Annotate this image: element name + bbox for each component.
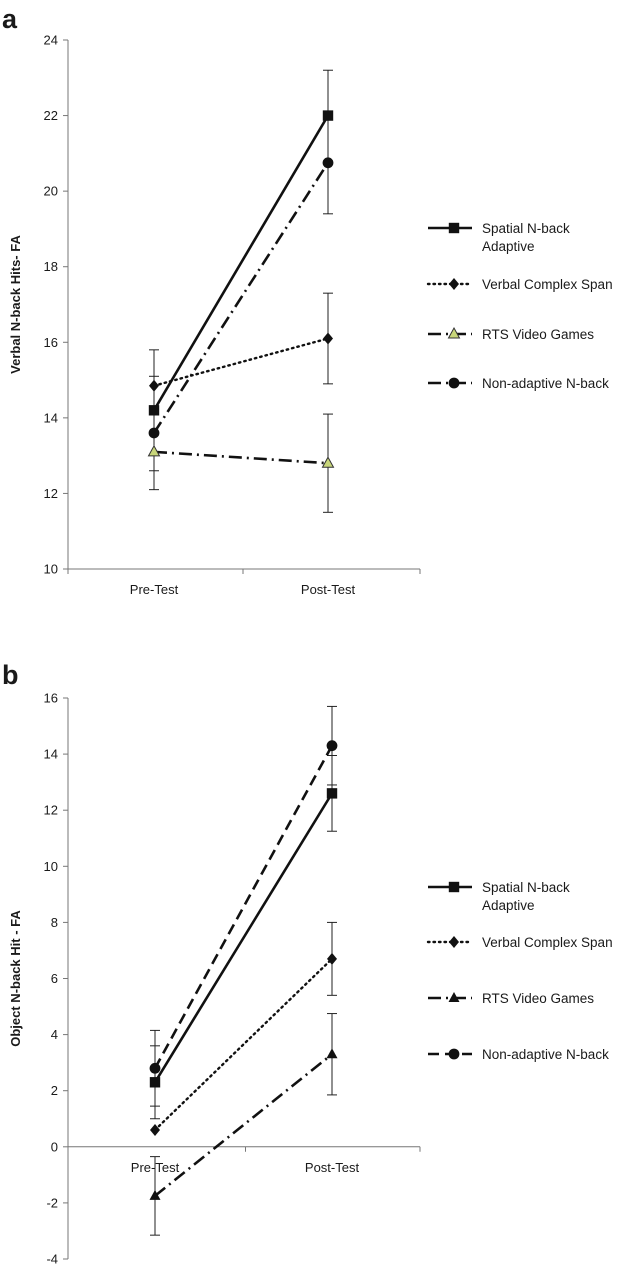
legend-marker — [447, 326, 461, 339]
data-point-marker — [149, 1077, 161, 1088]
legend-marker — [449, 936, 459, 948]
data-point-marker — [326, 740, 338, 752]
legend-label: RTS Video Games — [482, 991, 594, 1006]
legend-label-cont: Adaptive — [482, 239, 535, 254]
data-point-marker — [321, 456, 335, 468]
y-tick-label: 8 — [51, 915, 58, 930]
legend-label: Non-adaptive N-back — [482, 1047, 609, 1062]
y-tick-label: 14 — [44, 747, 58, 762]
legend-marker — [448, 222, 460, 234]
legend-marker — [448, 377, 460, 389]
y-tick-label: 20 — [44, 184, 58, 199]
y-tick-label: 4 — [51, 1027, 58, 1042]
y-tick-label: -2 — [46, 1195, 58, 1210]
x-tick-label: Post-Test — [305, 1160, 360, 1175]
data-point-marker — [149, 379, 159, 392]
series-line — [152, 114, 330, 411]
y-tick-label: 12 — [44, 803, 58, 818]
legend-label: Spatial N-back — [482, 221, 570, 236]
legend-label-cont: Adaptive — [482, 898, 535, 913]
legend-marker — [448, 881, 460, 893]
x-tick-label: Post-Test — [301, 582, 356, 597]
series-line — [153, 792, 334, 1083]
data-point-marker — [149, 1062, 161, 1074]
data-point-marker — [326, 788, 338, 799]
y-tick-label: 2 — [51, 1083, 58, 1098]
data-point-marker — [323, 332, 333, 345]
data-point-marker — [147, 444, 161, 457]
data-point-marker — [148, 427, 160, 439]
y-tick-label: 16 — [44, 335, 58, 350]
data-point-marker — [326, 1048, 338, 1059]
data-point-marker — [150, 1123, 160, 1136]
y-tick-label: -4 — [46, 1252, 58, 1267]
legend-marker — [448, 992, 460, 1002]
y-tick-label: 16 — [44, 691, 58, 706]
y-axis-label: Object N-back Hit - FA — [8, 910, 23, 1047]
series-line — [153, 450, 329, 465]
data-point-marker — [322, 110, 334, 121]
series-line — [152, 337, 330, 387]
series-line — [154, 1053, 333, 1197]
y-tick-label: 18 — [44, 259, 58, 274]
data-point-marker — [327, 952, 337, 965]
data-point-marker — [149, 1189, 161, 1200]
legend-label: Verbal Complex Span — [482, 935, 613, 950]
legend-marker — [448, 1048, 460, 1060]
y-tick-label: 0 — [51, 1139, 58, 1154]
legend-label: RTS Video Games — [482, 327, 594, 342]
legend-marker — [449, 278, 459, 290]
y-tick-label: 10 — [44, 859, 58, 874]
y-tick-label: 14 — [44, 410, 58, 425]
panel-letter-b: b — [2, 660, 19, 690]
series-line — [152, 162, 330, 434]
legend-label: Verbal Complex Span — [482, 277, 613, 292]
data-point-marker — [322, 157, 334, 169]
data-point-marker — [148, 405, 160, 416]
y-tick-label: 24 — [44, 33, 58, 48]
legend-label: Non-adaptive N-back — [482, 376, 609, 391]
x-tick-label: Pre-Test — [130, 582, 179, 597]
series-line — [153, 745, 334, 1069]
y-tick-label: 12 — [44, 486, 58, 501]
y-tick-label: 6 — [51, 971, 58, 986]
series-line — [153, 957, 334, 1132]
y-tick-label: 10 — [44, 562, 58, 577]
legend-label: Spatial N-back — [482, 880, 570, 895]
y-axis-label: Verbal N-back Hits- FA — [8, 235, 23, 374]
chart-panel-a: 10 12 14 16 18 20 22 24 Pre-Test Post-Test Verbal … — [8, 33, 613, 598]
panel-letter-a: a — [2, 4, 18, 34]
y-tick-label: 22 — [44, 108, 58, 123]
